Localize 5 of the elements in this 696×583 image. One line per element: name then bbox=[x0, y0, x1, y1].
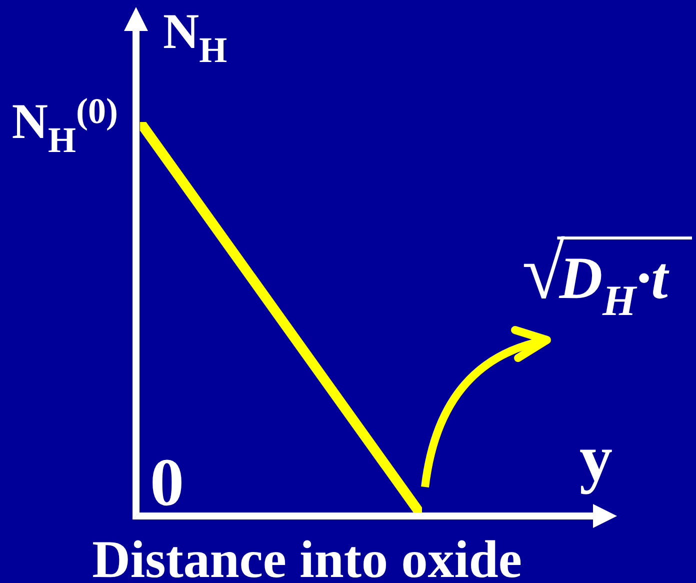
text: N$_{H}$ bbox=[163, 3, 228, 70]
text: 0 bbox=[150, 444, 184, 520]
text: Distance into oxide bbox=[92, 531, 522, 583]
x-axis-title: y bbox=[580, 422, 612, 495]
text: √D$_{H}$·t bbox=[522, 228, 670, 325]
